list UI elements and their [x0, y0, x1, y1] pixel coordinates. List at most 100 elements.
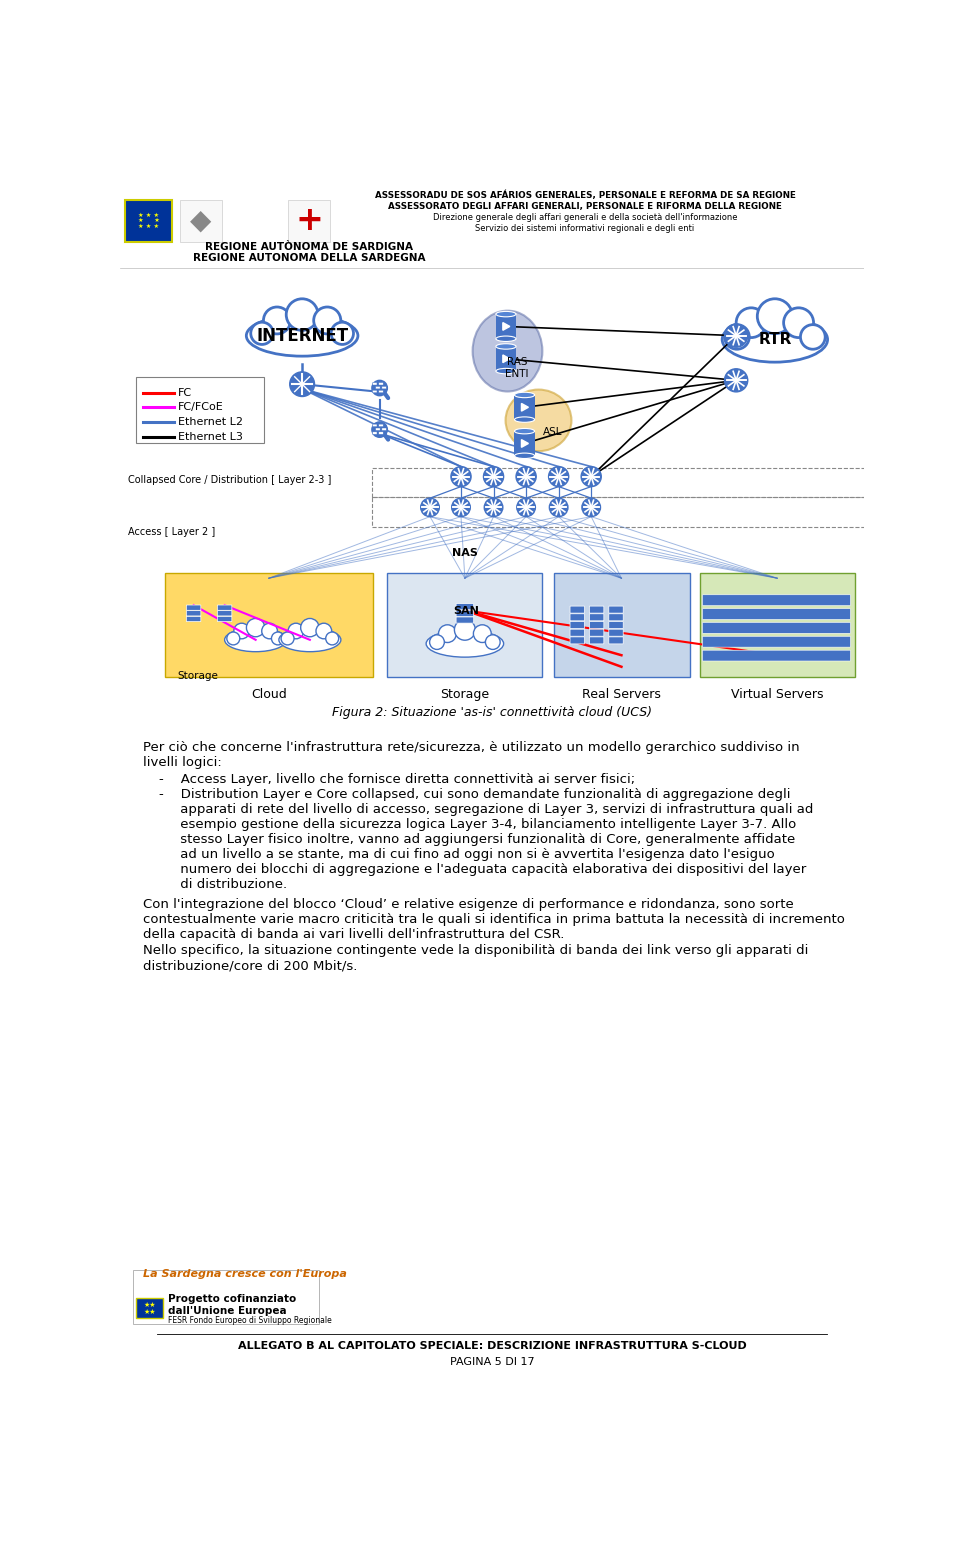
Circle shape	[452, 498, 470, 516]
Circle shape	[725, 325, 748, 348]
Bar	[388, 574, 542, 677]
FancyBboxPatch shape	[288, 199, 330, 241]
Text: dall'Unione Europea: dall'Unione Europea	[168, 1306, 287, 1316]
Circle shape	[725, 369, 748, 391]
Bar	[700, 574, 854, 677]
Circle shape	[314, 308, 341, 334]
FancyBboxPatch shape	[379, 390, 383, 393]
Text: INTERNET: INTERNET	[256, 326, 348, 345]
Text: ASSESSORATO DEGLI AFFARI GENERALI, PERSONALE E RIFORMA DELLA REGIONE: ASSESSORATO DEGLI AFFARI GENERALI, PERSO…	[388, 203, 782, 210]
FancyBboxPatch shape	[382, 428, 386, 430]
Text: numero dei blocchi di aggregazione e l'adeguata capacità elaborativa dei disposi: numero dei blocchi di aggregazione e l'a…	[158, 863, 806, 877]
Ellipse shape	[247, 315, 358, 356]
Text: Storage: Storage	[177, 671, 218, 680]
Text: della capacità di banda ai vari livelli dell'infrastruttura del CSR.: della capacità di banda ai vari livelli …	[143, 928, 564, 942]
FancyBboxPatch shape	[180, 199, 222, 241]
FancyBboxPatch shape	[703, 623, 851, 634]
FancyBboxPatch shape	[375, 386, 380, 390]
FancyBboxPatch shape	[703, 595, 851, 606]
Circle shape	[454, 620, 475, 640]
FancyBboxPatch shape	[609, 606, 623, 614]
Circle shape	[300, 618, 319, 637]
FancyBboxPatch shape	[570, 606, 585, 614]
FancyBboxPatch shape	[217, 617, 231, 621]
Ellipse shape	[472, 311, 542, 391]
FancyBboxPatch shape	[589, 637, 604, 643]
Bar	[372, 468, 872, 498]
Text: apparati di rete del livello di accesso, segregazione di Layer 3, servizi di inf: apparati di rete del livello di accesso,…	[158, 802, 813, 816]
Polygon shape	[503, 323, 510, 331]
FancyBboxPatch shape	[186, 617, 201, 621]
Text: SAN: SAN	[453, 606, 479, 615]
Text: ASSESSORADU DE SOS AFÁRIOS GENERALES, PERSONALE E REFORMA DE SA REGIONE: ASSESSORADU DE SOS AFÁRIOS GENERALES, PE…	[374, 190, 796, 201]
Circle shape	[316, 623, 331, 638]
FancyBboxPatch shape	[379, 382, 383, 385]
Circle shape	[484, 498, 503, 516]
Ellipse shape	[496, 311, 516, 317]
Bar	[168, 589, 261, 632]
Circle shape	[725, 325, 750, 349]
Circle shape	[247, 618, 265, 637]
FancyBboxPatch shape	[570, 637, 585, 643]
Text: NAS: NAS	[452, 547, 478, 558]
Text: PAGINA 5 DI 17: PAGINA 5 DI 17	[449, 1357, 535, 1367]
Text: +: +	[295, 204, 323, 238]
FancyBboxPatch shape	[609, 637, 623, 643]
Text: Access [ Layer 2 ]: Access [ Layer 2 ]	[128, 527, 215, 536]
Text: Per ciò che concerne l'infrastruttura rete/sicurezza, è utilizzato un modello ge: Per ciò che concerne l'infrastruttura re…	[143, 742, 800, 754]
FancyBboxPatch shape	[456, 611, 473, 617]
Bar	[496, 314, 516, 339]
Ellipse shape	[515, 428, 535, 434]
Circle shape	[736, 308, 766, 337]
Text: -    Access Layer, livello che fornisce diretta connettività ai server fisici;: - Access Layer, livello che fornisce dir…	[158, 773, 635, 785]
FancyBboxPatch shape	[609, 614, 623, 621]
FancyBboxPatch shape	[589, 614, 604, 621]
Bar	[515, 431, 535, 456]
Circle shape	[548, 467, 568, 487]
Text: ★ ★ ★
★     ★
★ ★ ★: ★ ★ ★ ★ ★ ★ ★ ★	[137, 213, 159, 229]
Text: Real Servers: Real Servers	[582, 688, 660, 700]
Polygon shape	[521, 439, 528, 447]
Text: -    Distribution Layer e Core collapsed, cui sono demandate funzionalità di agg: - Distribution Layer e Core collapsed, c…	[158, 788, 790, 801]
Circle shape	[372, 422, 388, 438]
FancyBboxPatch shape	[186, 604, 201, 611]
Text: ★★
★★: ★★ ★★	[143, 1302, 156, 1314]
FancyBboxPatch shape	[609, 621, 623, 629]
FancyBboxPatch shape	[703, 651, 851, 662]
Text: livelli logici:: livelli logici:	[143, 756, 222, 770]
FancyBboxPatch shape	[382, 386, 386, 390]
FancyBboxPatch shape	[186, 611, 201, 615]
Ellipse shape	[722, 317, 828, 362]
Text: Figura 2: Situazione 'as-is' connettività cloud (UCS): Figura 2: Situazione 'as-is' connettivit…	[332, 707, 652, 719]
Ellipse shape	[515, 417, 535, 422]
Text: Progetto cofinanziato: Progetto cofinanziato	[168, 1294, 297, 1303]
FancyBboxPatch shape	[570, 614, 585, 621]
Circle shape	[757, 298, 792, 334]
FancyBboxPatch shape	[136, 1299, 162, 1319]
Circle shape	[227, 632, 240, 645]
Bar	[165, 574, 372, 677]
Ellipse shape	[278, 628, 341, 652]
FancyBboxPatch shape	[372, 390, 377, 393]
Ellipse shape	[225, 628, 287, 652]
Circle shape	[263, 308, 291, 334]
Text: Ethernet L2: Ethernet L2	[179, 417, 243, 427]
FancyBboxPatch shape	[589, 621, 604, 629]
FancyBboxPatch shape	[126, 199, 172, 241]
Circle shape	[516, 498, 536, 516]
FancyBboxPatch shape	[609, 629, 623, 637]
FancyBboxPatch shape	[570, 621, 585, 629]
Text: di distribuzione.: di distribuzione.	[158, 878, 287, 890]
Circle shape	[281, 632, 294, 645]
Ellipse shape	[515, 453, 535, 459]
Text: REGIONE AUTONOMA DELLA SARDEGNA: REGIONE AUTONOMA DELLA SARDEGNA	[193, 254, 425, 263]
Circle shape	[783, 308, 813, 337]
Ellipse shape	[426, 631, 504, 657]
Circle shape	[420, 498, 440, 516]
Bar	[372, 498, 872, 527]
Text: Servizio dei sistemi informativi regionali e degli enti: Servizio dei sistemi informativi regiona…	[475, 224, 695, 233]
Circle shape	[801, 325, 826, 349]
Text: FESR Fondo Europeo di Sviluppo Regionale: FESR Fondo Europeo di Sviluppo Regionale	[168, 1316, 332, 1325]
Text: Direzione generale degli affari generali e della società dell'informazione: Direzione generale degli affari generali…	[433, 213, 737, 223]
Text: Cloud: Cloud	[251, 688, 287, 700]
